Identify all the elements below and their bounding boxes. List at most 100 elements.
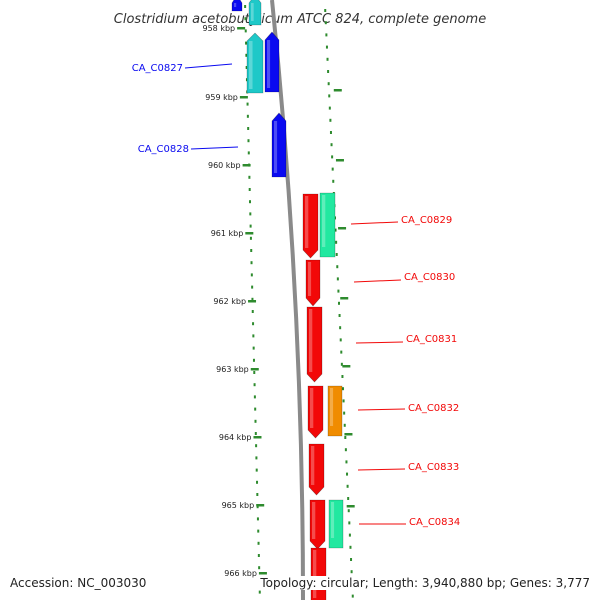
minor-tick: [346, 472, 349, 476]
minor-tick: [245, 78, 248, 82]
major-tick: [342, 365, 351, 368]
minor-tick: [254, 432, 257, 435]
minor-tick: [339, 326, 342, 330]
tick-labels: 958 kbp 959 kbp 960 kbp 961 kbp 962 kbp 963 k…: [203, 24, 257, 578]
minor-tick: [258, 566, 261, 570]
minor-tick: [257, 529, 260, 533]
minor-tick: [255, 468, 258, 472]
minor-tick: [324, 9, 327, 12]
minor-tick: [256, 517, 259, 521]
gene-arrow-highlight: [322, 195, 326, 247]
tick-label: 965 kbp: [222, 501, 255, 510]
minor-tick: [256, 480, 259, 484]
gene-arrow-highlight: [311, 446, 315, 485]
minor-tick: [336, 277, 339, 281]
minor-tick: [247, 127, 250, 130]
minor-tick: [330, 143, 333, 147]
minor-tick: [245, 66, 248, 69]
minor-tick: [335, 240, 338, 244]
minor-tick: [249, 236, 252, 240]
minor-tick: [328, 94, 331, 98]
minor-tick: [345, 460, 348, 464]
minor-tick: [336, 265, 339, 269]
minor-tick: [331, 167, 334, 171]
minor-tick: [329, 118, 332, 122]
minor-tick: [253, 371, 256, 374]
minor-tick: [343, 411, 346, 415]
label-leader-line: [184, 63, 233, 69]
major-tick: [258, 572, 267, 575]
minor-tick: [250, 249, 253, 252]
minor-tick: [255, 456, 258, 460]
minor-tick: [244, 29, 247, 33]
minor-tick: [342, 387, 345, 391]
tick-label: 964 kbp: [219, 433, 252, 442]
minor-tick: [325, 33, 328, 37]
tick-label: 966 kbp: [224, 569, 257, 578]
minor-tick: [247, 139, 250, 143]
gene-arrow: [248, 0, 262, 26]
gene-arrow-highlight: [274, 121, 278, 173]
major-tick: [248, 300, 257, 303]
minor-tick: [247, 151, 250, 155]
major-tick: [338, 227, 347, 230]
minor-tick: [251, 285, 254, 289]
gene-features: [231, 0, 344, 600]
minor-tick: [350, 570, 353, 574]
gene-arrow-highlight: [234, 3, 237, 7]
minor-tick: [325, 45, 328, 49]
gene-arrow-highlight: [251, 3, 254, 21]
minor-tick: [258, 590, 261, 594]
gene-label: CA_C0830: [404, 272, 455, 283]
label-leader-line: [357, 468, 406, 471]
gene-arrow: [231, 0, 243, 12]
major-tick: [340, 297, 349, 300]
minor-tick: [257, 541, 260, 545]
gene-label: CA_C0827: [132, 63, 183, 74]
minor-tick: [348, 521, 351, 525]
major-tick: [237, 27, 246, 30]
minor-tick: [335, 253, 338, 256]
label-leader-line: [355, 341, 404, 344]
minor-tick: [340, 362, 343, 366]
gene-arrow: [271, 112, 287, 178]
gene-arrow: [246, 32, 264, 94]
label-leader-line: [350, 221, 399, 225]
minor-tick: [245, 41, 248, 45]
minor-tick: [334, 228, 337, 232]
gene-arrow-highlight: [267, 40, 271, 88]
major-tick: [250, 368, 259, 371]
minor-tick: [255, 444, 258, 448]
minor-tick: [251, 310, 254, 313]
genome-backbone: [270, 0, 305, 600]
minor-tick: [338, 314, 341, 317]
minor-tick: [249, 212, 252, 216]
minor-tick: [244, 5, 247, 8]
gene-arrow: [306, 306, 323, 383]
gene-arrow-highlight: [309, 309, 313, 372]
gene-arrow: [309, 499, 326, 550]
major-tick: [256, 504, 265, 507]
minor-tick: [252, 322, 255, 326]
gene-arrow-highlight: [305, 196, 309, 248]
minor-tick: [252, 334, 255, 338]
minor-tick: [251, 297, 254, 301]
tick-label: 960 kbp: [208, 161, 241, 170]
tick-label: 962 kbp: [213, 297, 246, 306]
tick-label: 961 kbp: [211, 229, 244, 238]
gene-arrow-highlight: [313, 550, 317, 598]
minor-tick: [342, 399, 345, 403]
gene-label: CA_C0832: [408, 403, 459, 414]
minor-tick: [248, 175, 251, 179]
tick-label: 963 kbp: [216, 365, 249, 374]
major-tick: [253, 436, 262, 439]
minor-tick: [244, 17, 247, 21]
label-leader-line: [353, 279, 402, 283]
minor-tick: [324, 21, 327, 25]
minor-tick: [331, 155, 334, 159]
tick-label: 959 kbp: [205, 93, 238, 102]
minor-tick: [341, 375, 344, 378]
minor-tick: [254, 419, 257, 423]
tick-marks-left: [237, 5, 267, 594]
